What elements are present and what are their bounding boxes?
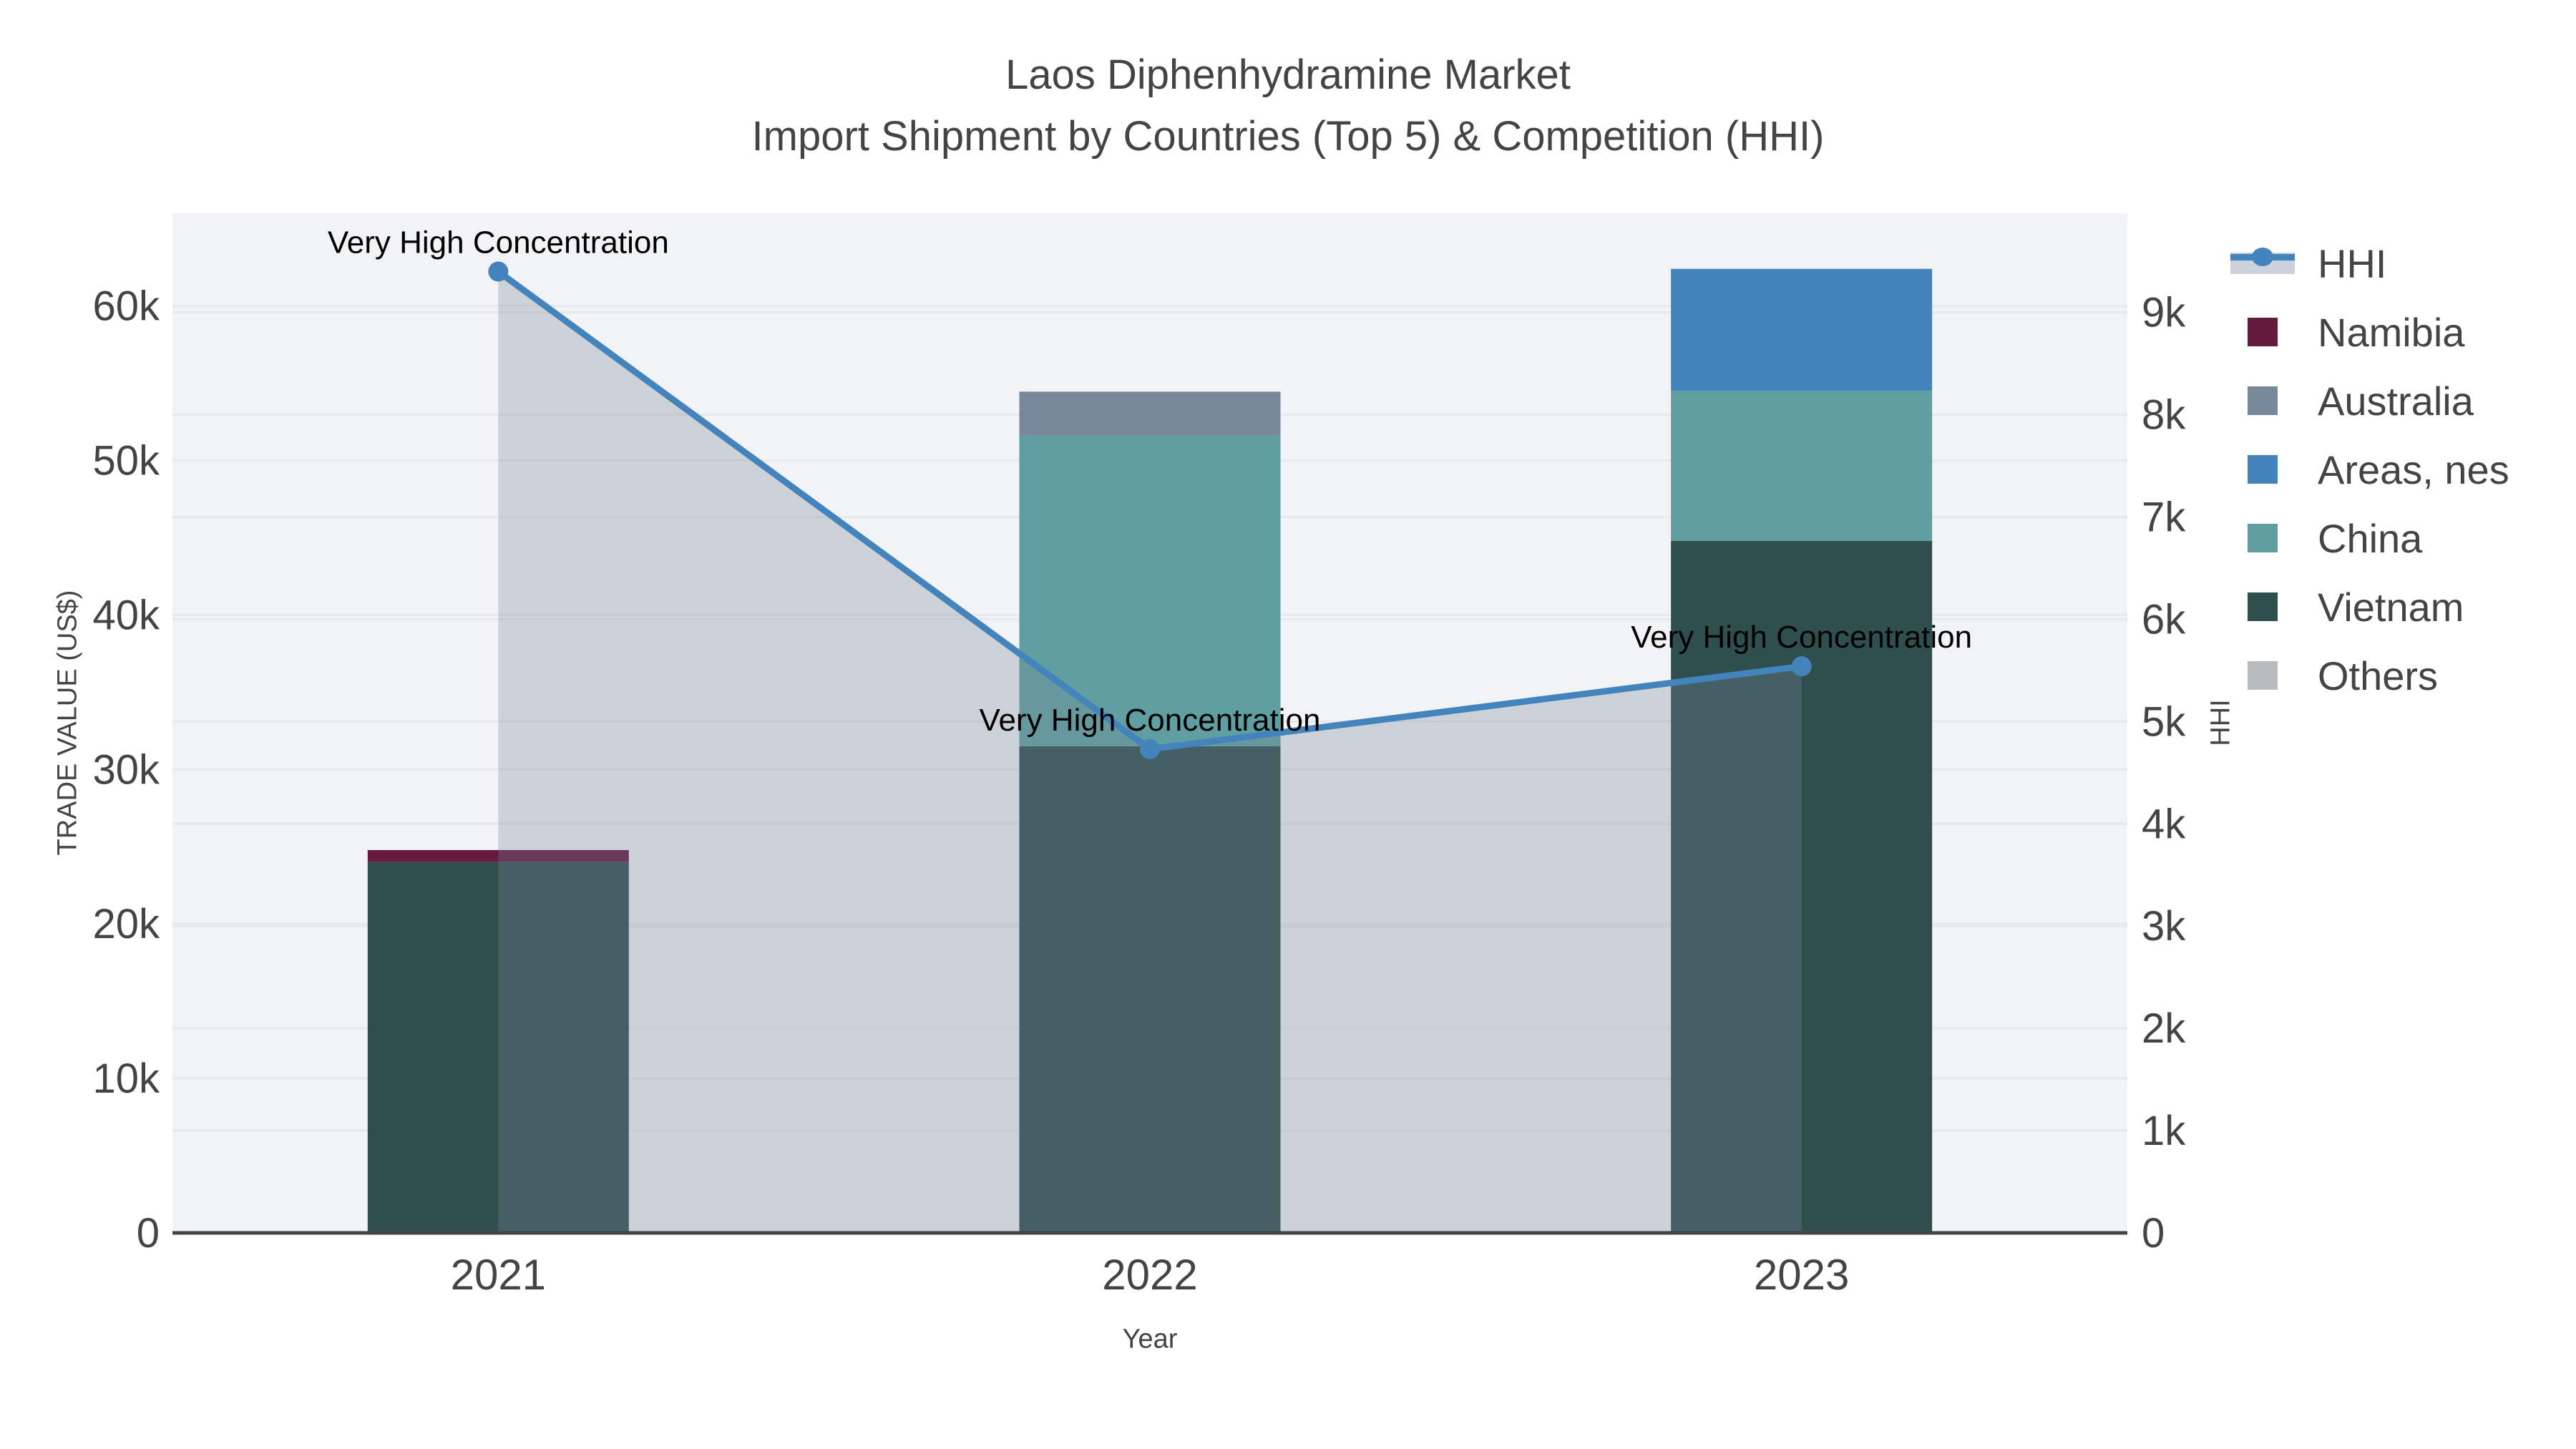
y-left-tick-30k: 30k [92, 746, 160, 793]
legend-color-swatch-icon [2230, 386, 2295, 415]
y-right-tick-2k: 2k [2142, 1005, 2186, 1052]
legend-hhi-marker-dot [2252, 248, 2273, 266]
y-right-tick-5k: 5k [2142, 698, 2186, 745]
bar-segment-vietnam-2022[interactable] [1019, 746, 1281, 1233]
legend-swatch-australia [2248, 386, 2278, 415]
y-right-tick-4k: 4k [2142, 801, 2186, 847]
x-axis-title: Year [1122, 1324, 1178, 1355]
chart-title-line1: Laos Diphenhydramine Market [1005, 52, 1571, 98]
legend-color-swatch-icon [2230, 318, 2295, 346]
y-left-tick-50k: 50k [92, 437, 160, 484]
bar-segment-australia-2022[interactable] [1019, 391, 1281, 436]
bar-segment-china-2023[interactable] [1671, 391, 1933, 541]
legend-item-australia[interactable]: Australia [2230, 366, 2509, 435]
x-tick-2022: 2022 [1102, 1251, 1197, 1299]
y-right-tick-8k: 8k [2142, 392, 2186, 439]
bar-segment-vietnam-2021[interactable] [367, 862, 629, 1233]
legend-swatch-vietnam [2248, 592, 2278, 621]
legend-color-swatch-icon [2230, 455, 2295, 484]
legend-label: Areas, nes [2318, 447, 2509, 492]
legend-item-others[interactable]: Others [2230, 641, 2509, 710]
legend-item-china[interactable]: China [2230, 504, 2509, 572]
annotation-2022: Very High Concentration [980, 703, 1321, 738]
y-right-tick-6k: 6k [2142, 596, 2186, 643]
x-tick-2021: 2021 [451, 1251, 546, 1299]
hhi-marker-2023[interactable] [1791, 656, 1812, 677]
y-right-tick-1k: 1k [2142, 1108, 2186, 1154]
legend: HHI Namibia Australia Areas, nes China Vietna… [2230, 229, 2509, 710]
chart-title: Laos Diphenhydramine Market Import Shipm… [0, 44, 2576, 167]
hhi-marker-2022[interactable] [1140, 738, 1160, 759]
y-left-tick-10k: 10k [92, 1055, 160, 1102]
x-tick-2023: 2023 [1754, 1251, 1849, 1299]
y-left-tick-40k: 40k [92, 592, 160, 638]
legend-swatch-areas-nes [2248, 455, 2278, 484]
y-left-tick-60k: 60k [92, 283, 160, 330]
bar-segment-areas-nes-2023[interactable] [1671, 268, 1933, 391]
bar-segment-namibia-2021[interactable] [367, 849, 629, 862]
bar-segment-vietnam-2023[interactable] [1671, 540, 1933, 1233]
y-right-tick-3k: 3k [2142, 903, 2186, 950]
legend-swatch-others [2248, 661, 2278, 690]
legend-swatch-namibia [2248, 318, 2278, 346]
hhi-marker-2021[interactable] [488, 261, 509, 282]
legend-hhi-fill-band [2230, 248, 2295, 274]
legend-item-areas-nes[interactable]: Areas, nes [2230, 435, 2509, 504]
legend-item-hhi[interactable]: HHI [2230, 229, 2509, 298]
annotation-2023: Very High Concentration [1631, 620, 1972, 655]
legend-label: Others [2318, 653, 2439, 698]
legend-item-namibia[interactable]: Namibia [2230, 298, 2509, 366]
y-left-tick-20k: 20k [92, 901, 160, 947]
y-right-tick-9k: 9k [2142, 290, 2186, 336]
legend-label: Australia [2318, 378, 2474, 424]
legend-item-vietnam[interactable]: Vietnam [2230, 572, 2509, 641]
bar-segment-china-2022[interactable] [1019, 435, 1281, 746]
legend-color-swatch-icon [2230, 524, 2295, 552]
legend-swatch-china [2248, 524, 2278, 552]
legend-label: Vietnam [2318, 584, 2464, 630]
legend-label: Namibia [2318, 309, 2465, 355]
chart-title-line2: Import Shipment by Countries (Top 5) & C… [751, 112, 1825, 160]
y-right-tick-7k: 7k [2142, 494, 2186, 540]
y-axis-title-left: TRADE VALUE (US$) [52, 590, 83, 856]
y-left-tick-0: 0 [137, 1210, 160, 1257]
y-right-tick-0: 0 [2142, 1210, 2165, 1257]
legend-line-swatch-icon [2230, 248, 2295, 274]
legend-color-swatch-icon [2230, 592, 2295, 621]
legend-color-swatch-icon [2230, 661, 2295, 690]
annotation-2021: Very High Concentration [328, 225, 669, 260]
legend-label: China [2318, 515, 2423, 561]
legend-label: HHI [2318, 240, 2387, 286]
